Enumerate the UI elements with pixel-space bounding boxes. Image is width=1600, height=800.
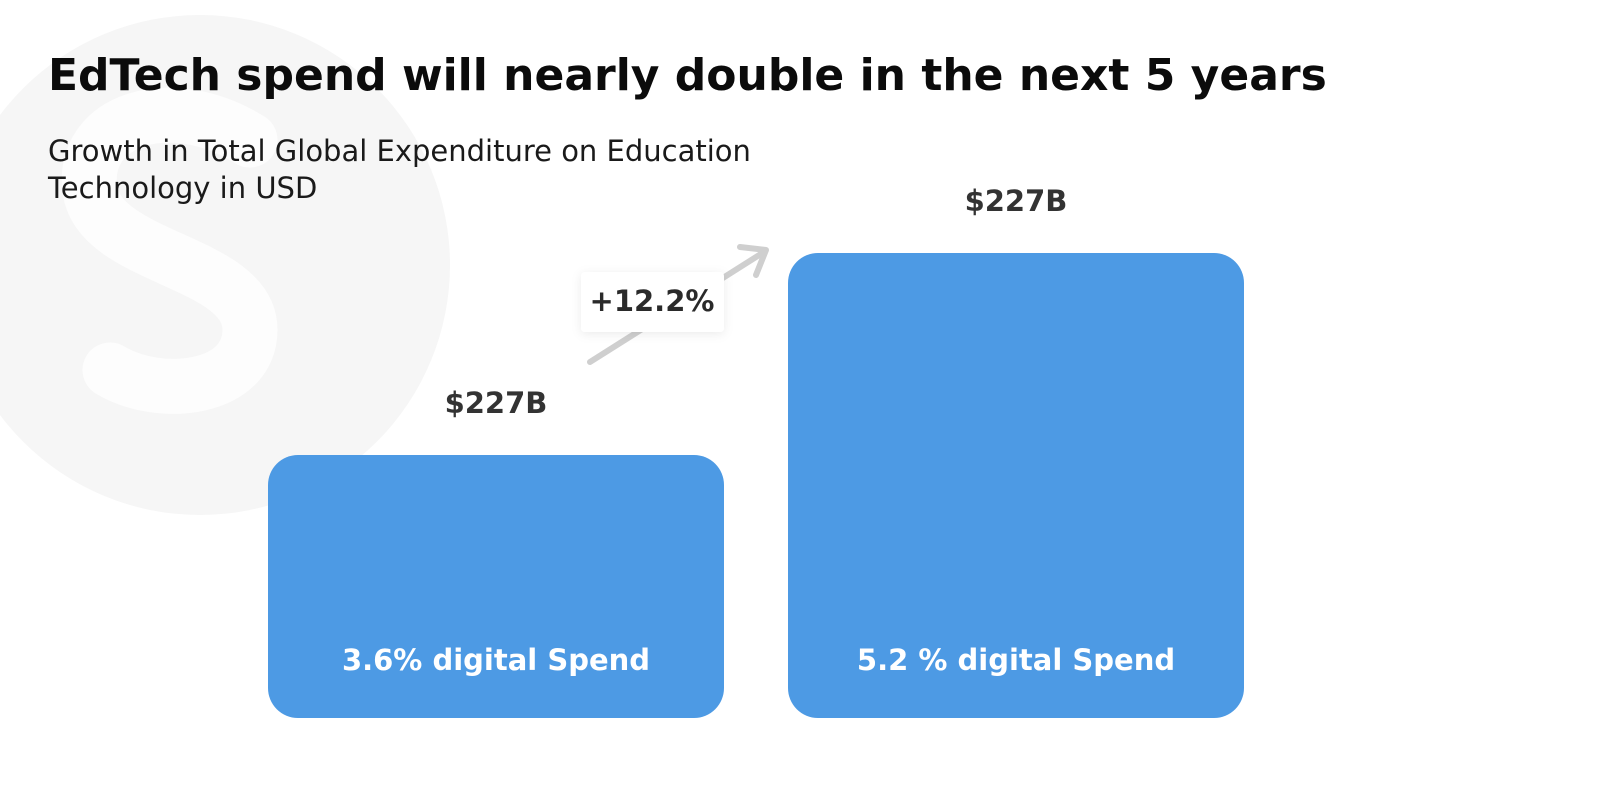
bar — [788, 253, 1244, 718]
subtitle-line: Growth in Total Global Expenditure on Ed… — [48, 134, 751, 168]
growth-label: +12.2% — [590, 284, 715, 318]
bar — [268, 455, 724, 718]
title: EdTech spend will nearly double in the n… — [48, 50, 1327, 101]
bar-caption: 5.2 % digital Spend — [857, 643, 1175, 677]
bar-caption: 3.6% digital Spend — [342, 643, 650, 677]
subtitle-line: Technology in USD — [47, 171, 317, 205]
growth-badge — [581, 272, 724, 332]
value-label: $227B — [965, 184, 1068, 218]
value-label: $227B — [445, 386, 548, 420]
watermark — [0, 15, 450, 515]
